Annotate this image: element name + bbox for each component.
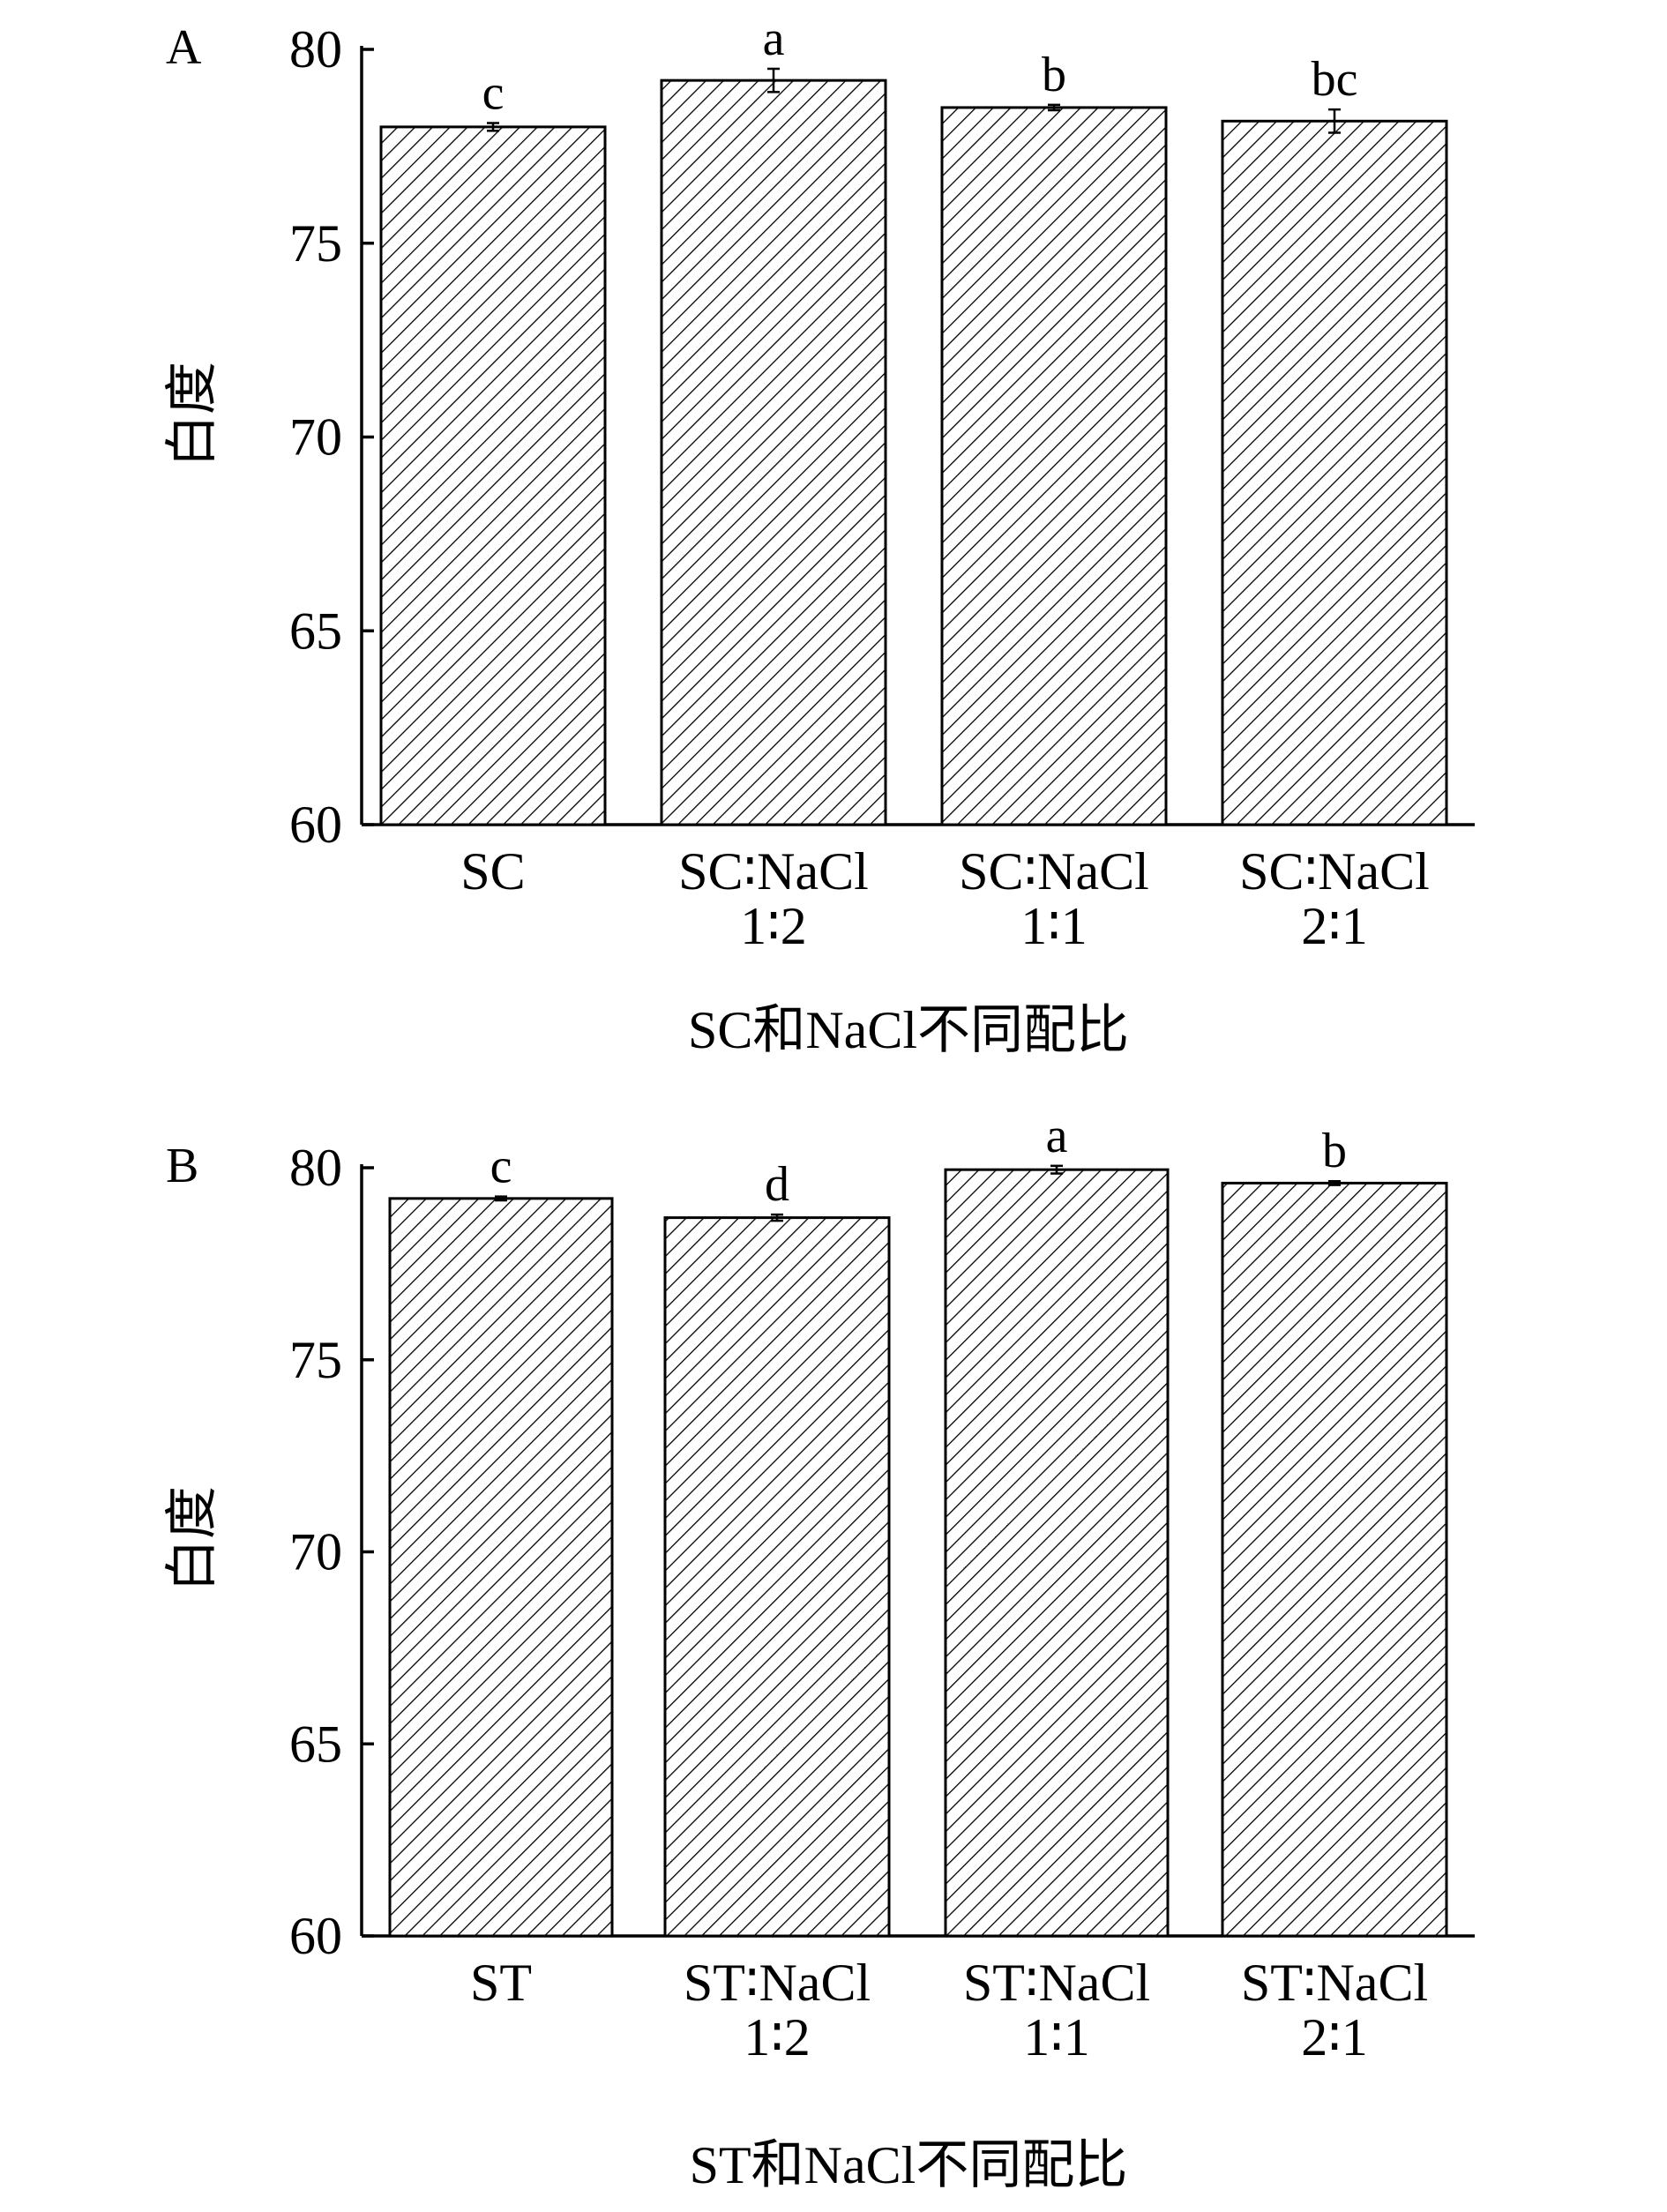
significance-label: a	[1046, 1109, 1068, 1163]
panel-label: B	[166, 1139, 198, 1193]
y-tick-label: 75	[289, 214, 342, 273]
category-label: 2∶1	[1301, 2008, 1368, 2066]
y-tick-label: 75	[289, 1331, 342, 1389]
y-tick-label: 70	[289, 1523, 342, 1581]
significance-label: d	[765, 1157, 789, 1212]
category-label: SC∶NaCl	[678, 842, 869, 900]
y-tick-label: 60	[289, 796, 342, 854]
y-tick-label: 80	[289, 1139, 342, 1197]
category-label: ST∶NaCl	[1241, 1954, 1428, 2012]
significance-label: bc	[1312, 52, 1358, 107]
bar	[1221, 1181, 1448, 1938]
category-label: 2∶1	[1301, 897, 1368, 955]
chart-panel-a: A 白度 SC和NaCl不同配比 6065707580cSCaSC∶NaCl1∶…	[163, 11, 1475, 1059]
y-tick-label: 80	[289, 20, 342, 78]
significance-label: a	[763, 11, 785, 66]
y-tick-label: 65	[289, 602, 342, 660]
bar	[379, 125, 607, 826]
category-label: ST∶NaCl	[963, 1954, 1150, 2012]
category-label: SC	[460, 842, 525, 900]
bar	[663, 1216, 891, 1938]
category-label: 1∶2	[744, 2008, 811, 2066]
y-tick-label: 65	[289, 1715, 342, 1773]
category-label: SC∶NaCl	[959, 842, 1149, 900]
category-label: SC∶NaCl	[1239, 842, 1430, 900]
category-label: ST	[470, 1954, 532, 2012]
y-tick-label: 60	[289, 1907, 342, 1965]
significance-label: c	[482, 66, 505, 121]
bar	[660, 78, 887, 826]
y-tick-label: 70	[289, 408, 342, 467]
x-axis-title: ST和NaCl不同配比	[690, 2136, 1128, 2194]
category-label: 1∶1	[1020, 897, 1088, 955]
bar	[944, 1168, 1170, 1938]
y-axis-title: 白度	[163, 1486, 221, 1592]
significance-label: c	[490, 1140, 512, 1194]
category-label: 1∶1	[1023, 2008, 1090, 2066]
x-axis-title: SC和NaCl不同配比	[688, 1001, 1129, 1059]
significance-label: b	[1322, 1124, 1347, 1178]
bar	[388, 1197, 614, 1938]
category-label: ST∶NaCl	[684, 1954, 871, 2012]
bar	[940, 106, 1168, 826]
bar	[1221, 119, 1448, 826]
panel-label: A	[166, 20, 202, 75]
significance-label: b	[1042, 48, 1066, 102]
category-label: 1∶2	[740, 897, 807, 955]
y-axis-title: 白度	[163, 362, 221, 467]
